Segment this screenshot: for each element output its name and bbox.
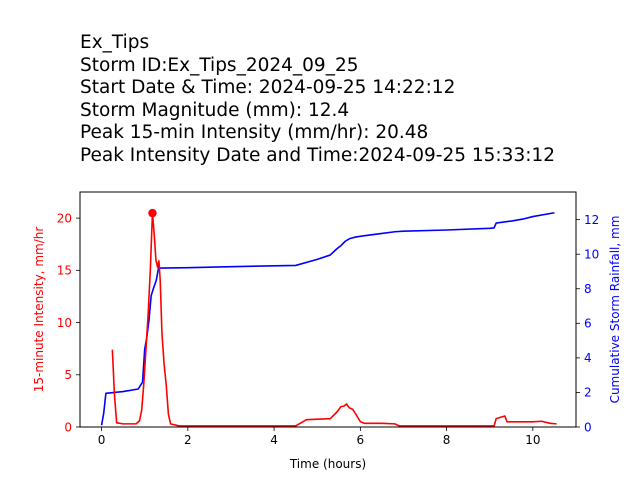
peak-intensity-marker — [148, 208, 157, 218]
left-axis: 0 5 10 15 20 — [57, 211, 80, 434]
title-line-peak-intensity: Peak 15-min Intensity (mm/hr): 20.48 — [80, 122, 429, 143]
right-y-tick-label: 12 — [584, 213, 599, 227]
right-axis: 0 2 4 6 8 10 12 — [576, 213, 599, 434]
right-y-tick-label: 0 — [584, 420, 592, 434]
left-y-tick-label: 10 — [57, 316, 72, 330]
title-line-name: Ex_Tips — [80, 32, 150, 53]
left-y-tick-label: 0 — [64, 420, 72, 434]
x-tick-label: 2 — [184, 433, 192, 447]
x-axis-label: Time (hours) — [289, 457, 366, 471]
title-line-magnitude: Storm Magnitude (mm): 12.4 — [80, 99, 350, 121]
left-y-tick-label: 20 — [57, 211, 72, 225]
right-axis-label: Cumulative Storm Rainfall, mm — [608, 216, 622, 404]
title-line-peak-time: Peak Intensity Date and Time:2024-09-25 … — [80, 144, 555, 166]
left-y-tick-label: 15 — [57, 264, 72, 278]
right-y-tick-label: 10 — [584, 248, 599, 262]
title-line-storm-id: Storm ID:Ex_Tips_2024_09_25 — [80, 54, 359, 76]
title-line-start-time: Start Date & Time: 2024-09-25 14:22:12 — [80, 77, 456, 98]
plot-frame — [79, 191, 577, 428]
cumulative-rainfall-line — [100, 211, 555, 426]
x-tick-label: 0 — [98, 433, 106, 447]
right-y-tick-label: 2 — [584, 386, 592, 400]
bottom-axis: 0 2 4 6 8 10 — [98, 427, 541, 447]
intensity-line — [111, 212, 557, 427]
right-y-tick-label: 4 — [584, 351, 592, 365]
chart-title-block: Ex_Tips Storm ID:Ex_Tips_2024_09_25 Star… — [80, 32, 555, 167]
x-tick-label: 4 — [270, 433, 278, 447]
right-y-tick-label: 6 — [584, 317, 592, 331]
x-tick-label: 6 — [357, 433, 365, 447]
x-tick-label: 10 — [525, 433, 540, 447]
left-axis-label: 15-minute Intensity, mm/hr — [32, 227, 46, 393]
left-y-tick-label: 5 — [64, 368, 72, 382]
right-y-tick-label: 8 — [584, 282, 592, 296]
x-tick-label: 8 — [443, 433, 451, 447]
